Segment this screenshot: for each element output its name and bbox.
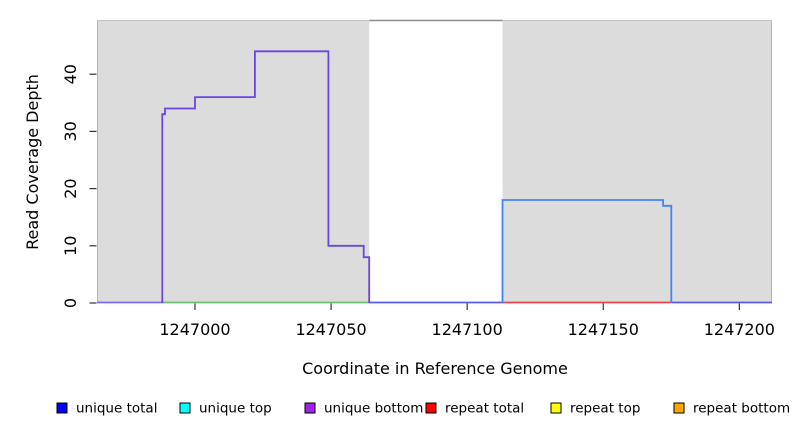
panel-borders: [97, 19, 772, 303]
legend-label: unique bottom: [324, 401, 423, 417]
y-axis-title: Read Coverage Depth: [23, 74, 42, 250]
coverage-step-line: [161, 50, 371, 303]
legend-swatch: [425, 402, 437, 414]
legend: unique total unique top unique bottom repea…: [56, 401, 790, 417]
y-tick-label: 10: [61, 236, 80, 256]
x-tick-label: 1247100: [432, 320, 503, 339]
x-axis-title: Coordinate in Reference Genome: [302, 359, 568, 378]
x-tick-label: 1247000: [159, 320, 230, 339]
legend-swatch: [673, 402, 685, 414]
shaded-regions: [97, 21, 772, 303]
x-tick-label: 1247150: [568, 320, 639, 339]
coverage-step-line: [501, 199, 673, 303]
legend-label: repeat bottom: [693, 401, 790, 417]
y-axis: 0 10 20 30 40: [61, 64, 97, 308]
legend-label: unique total: [76, 401, 157, 417]
y-tick-label: 40: [61, 64, 80, 84]
y-tick-label: 20: [61, 178, 80, 198]
shaded-region: [502, 21, 772, 303]
y-tick-label: 0: [61, 298, 80, 308]
x-tick-label: 1247050: [295, 320, 366, 339]
legend-swatch: [56, 402, 68, 414]
legend-label: unique top: [199, 401, 272, 417]
y-tick-label: 30: [61, 121, 80, 141]
coverage-series: [161, 50, 673, 303]
legend-swatch: [179, 402, 191, 414]
legend-label: repeat top: [570, 401, 640, 417]
x-tick-label: 1247200: [704, 320, 775, 339]
legend-label: repeat total: [445, 401, 524, 417]
shaded-region: [97, 21, 370, 303]
legend-swatch: [550, 402, 562, 414]
x-axis: 1247000 1247050 1247100 1247150 1247200: [159, 303, 775, 339]
legend-swatch: [304, 402, 316, 414]
